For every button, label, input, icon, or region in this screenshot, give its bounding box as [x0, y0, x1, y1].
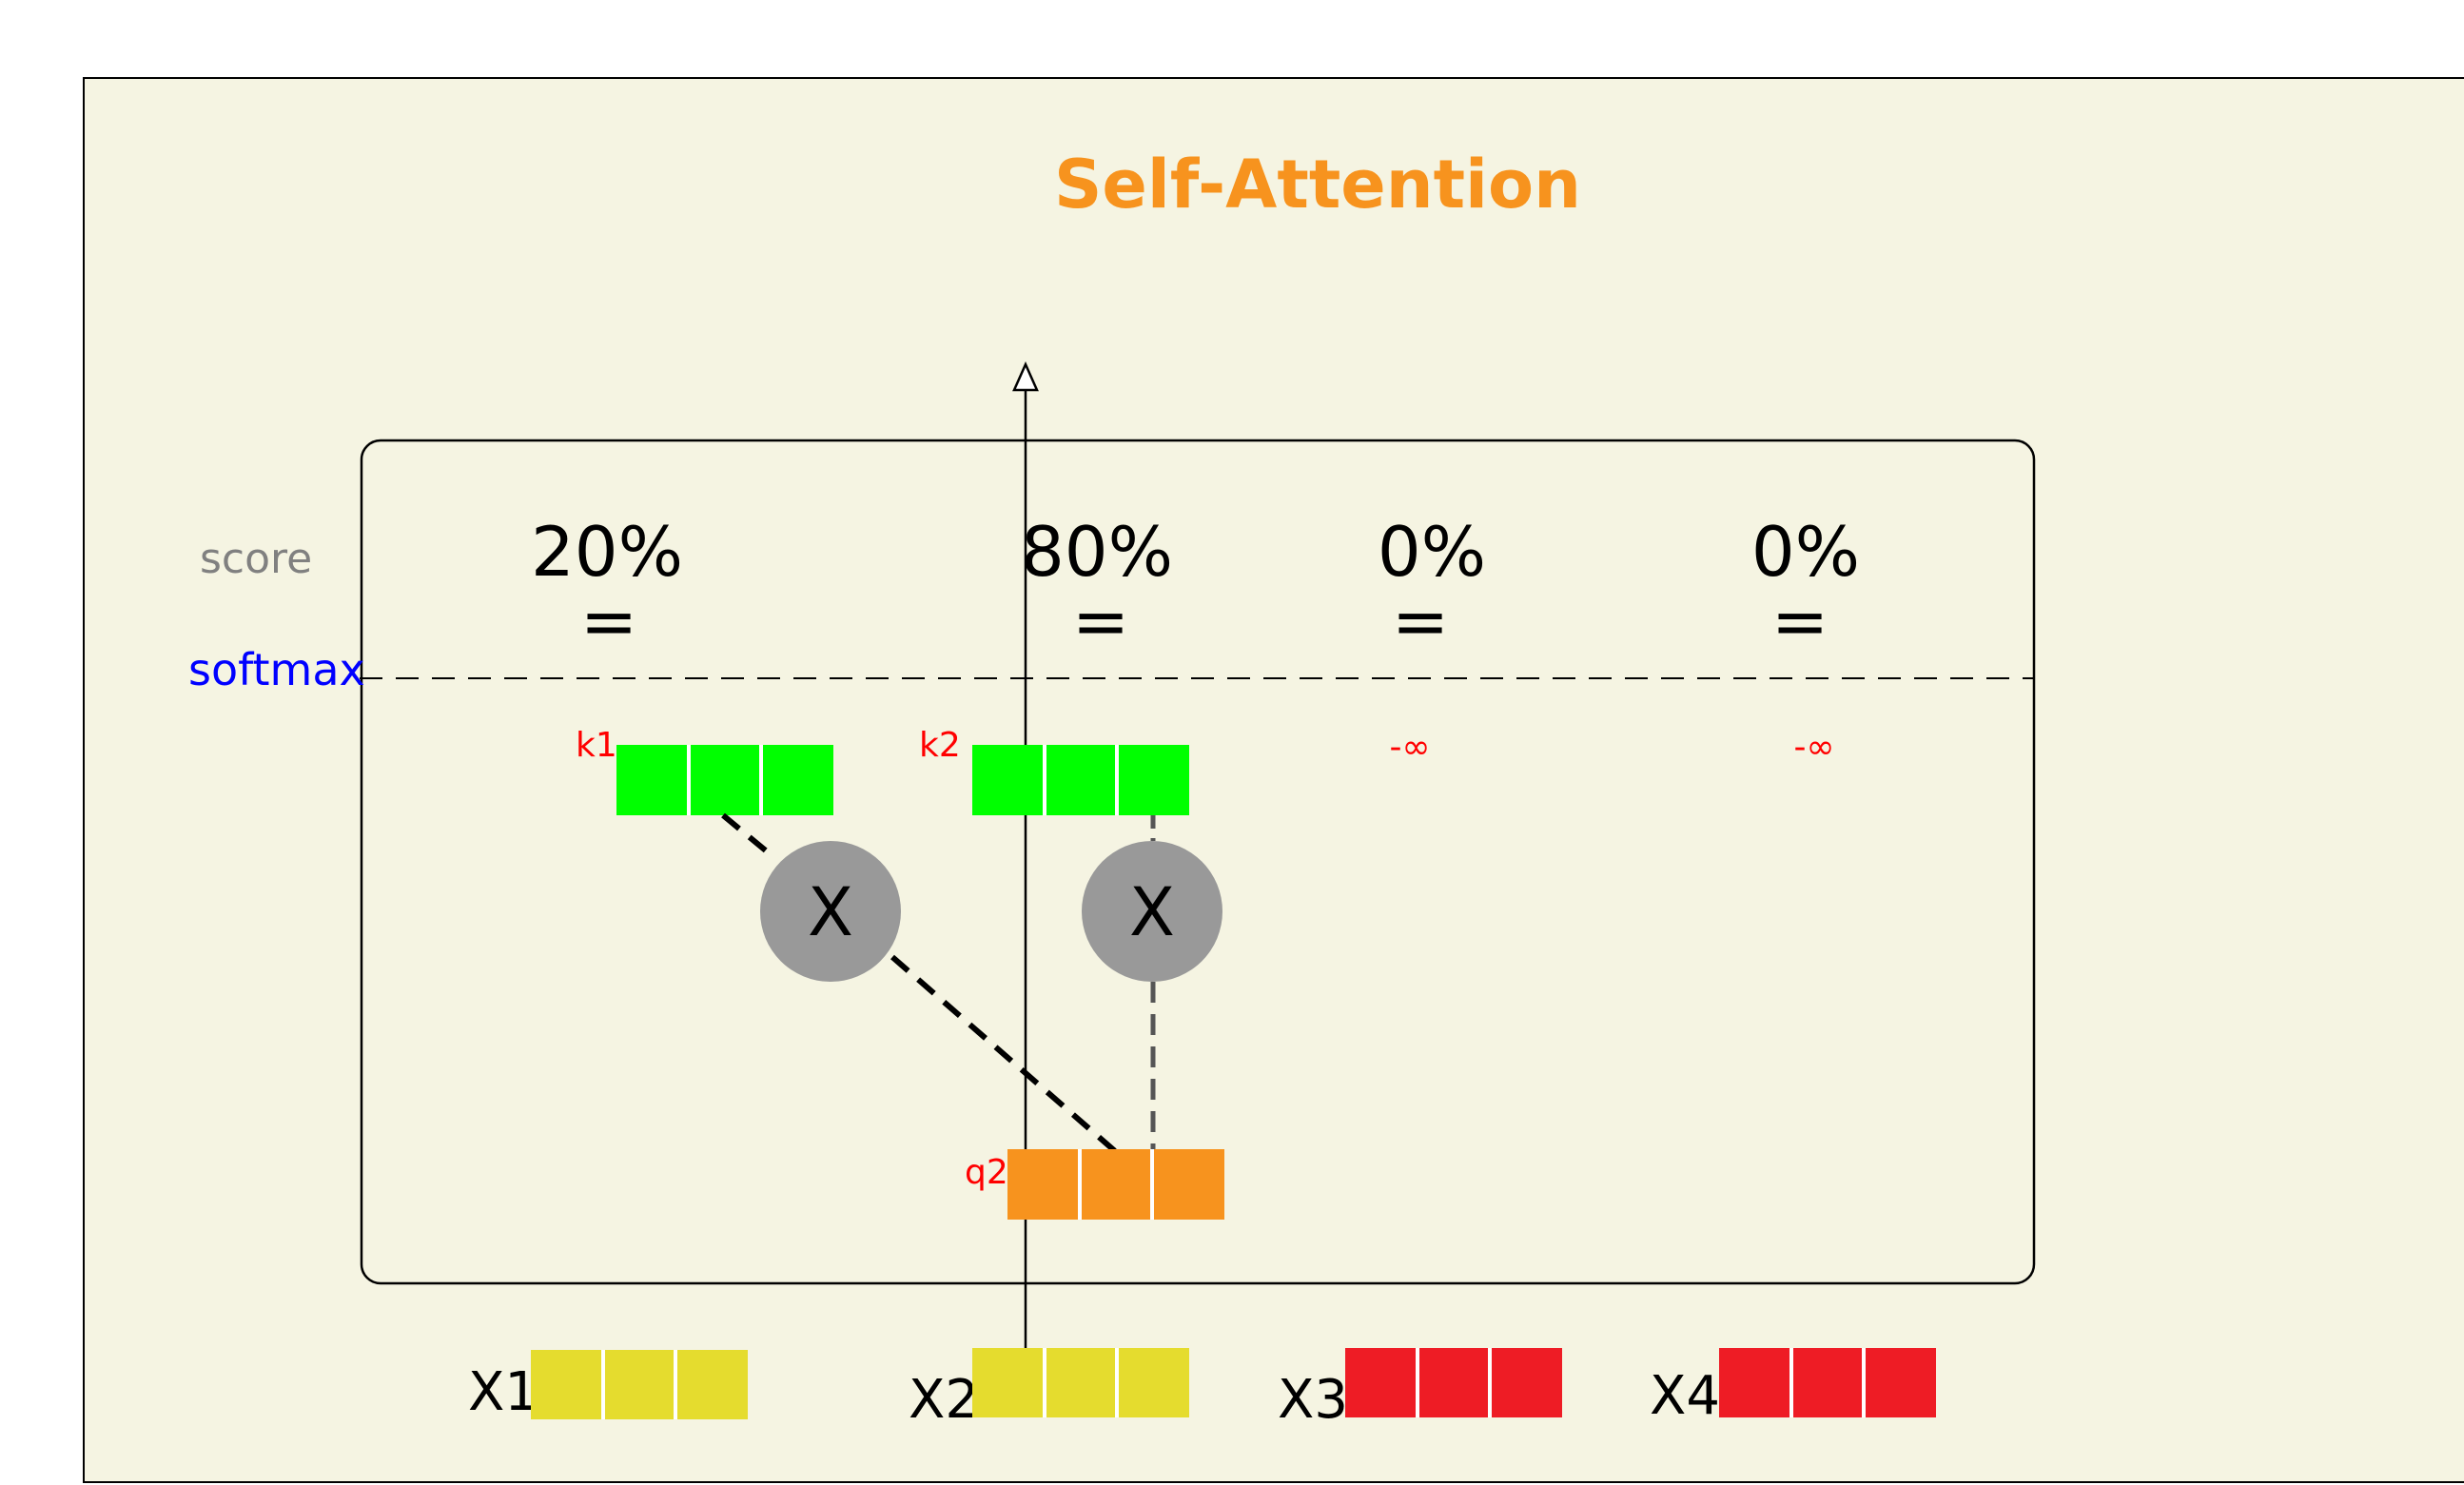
attention-box	[360, 439, 2036, 1285]
masked-key-4: -∞	[1794, 728, 1835, 767]
input-x1-vector	[531, 1350, 748, 1419]
equals-2: =	[1072, 581, 1129, 661]
multiply-to-q2-connector	[890, 954, 1117, 1154]
key-k2-label: k2	[919, 726, 961, 765]
input-x3-vector	[1345, 1348, 1562, 1417]
input-x4-label: X4	[1650, 1365, 1720, 1427]
masked-key-3: -∞	[1390, 728, 1431, 767]
multiply-icon: X	[1129, 873, 1175, 951]
input-x2-label: X2	[909, 1369, 979, 1431]
score-3: 0%	[1378, 512, 1486, 592]
multiply-node-2: X	[1082, 841, 1222, 982]
multiply-icon: X	[808, 873, 853, 951]
query-q2-vector	[1007, 1149, 1224, 1220]
diagram-title: Self-Attention	[1054, 146, 1581, 224]
score-1: 20%	[531, 512, 683, 592]
k1-to-multiply-connector	[721, 812, 774, 859]
key-k2-vector	[972, 745, 1189, 815]
score-4: 0%	[1751, 512, 1860, 592]
input-x2-vector	[972, 1348, 1189, 1417]
query-q2-label: q2	[965, 1153, 1008, 1192]
key-k1-vector	[616, 745, 833, 815]
score-label: score	[200, 535, 312, 583]
multiply-node-1: X	[760, 841, 901, 982]
input-x1-label: X1	[468, 1361, 538, 1423]
input-x3-label: X3	[1278, 1369, 1348, 1431]
panel-background	[83, 77, 2464, 1483]
key-k1-label: k1	[576, 726, 617, 765]
score-2: 80%	[1021, 512, 1173, 592]
equals-3: =	[1392, 581, 1449, 661]
arrowhead-icon	[1012, 361, 1039, 392]
softmax-label: softmax	[188, 644, 365, 695]
equals-1: =	[580, 581, 637, 661]
input-x4-vector	[1719, 1348, 1936, 1417]
equals-4: =	[1771, 581, 1828, 661]
